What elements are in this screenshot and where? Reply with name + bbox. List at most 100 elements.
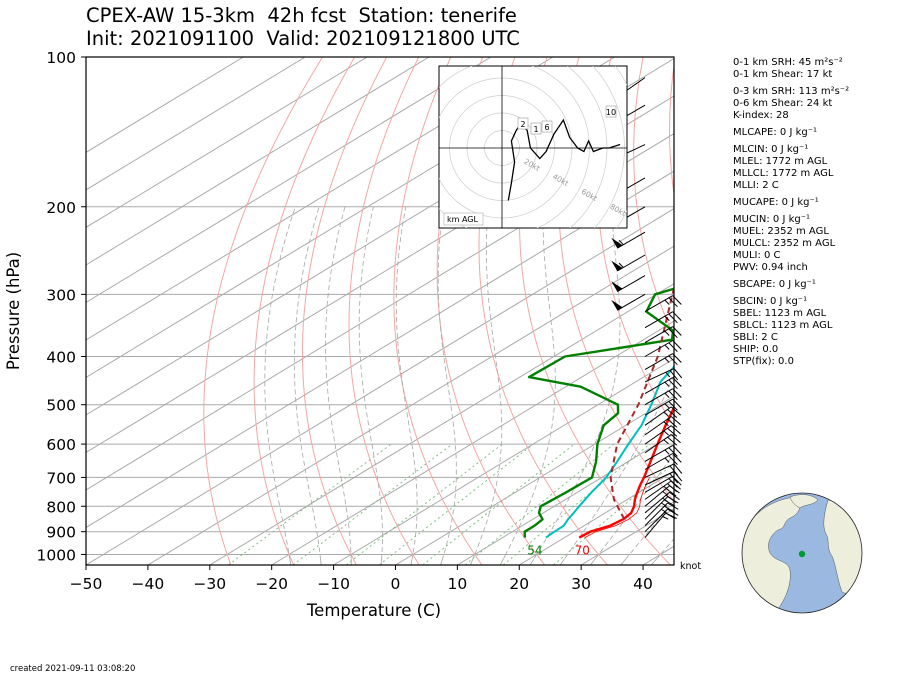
- hodograph-height-label: 10: [606, 108, 616, 117]
- y-tick-label: 200: [46, 199, 76, 217]
- barb-full: [670, 406, 681, 416]
- barb-flag: [611, 281, 623, 292]
- isotherm: [86, 208, 674, 565]
- wind-barb: [644, 416, 681, 436]
- x-tick-label: −40: [132, 575, 165, 593]
- hodograph-frame: [438, 65, 628, 229]
- isotherm: [86, 57, 244, 153]
- index-line: SBCAPE: 0 J kg⁻¹: [733, 279, 816, 290]
- wind-barb: [611, 231, 646, 249]
- barb-staff: [644, 425, 672, 445]
- isotherm: [395, 395, 674, 565]
- hodograph-unit-label: km AGL: [447, 215, 479, 224]
- barb-staff: [644, 508, 668, 533]
- barb-half: [664, 315, 670, 321]
- x-axis-label: Temperature (C): [306, 601, 441, 620]
- barb-staff: [644, 475, 673, 493]
- barb-staff: [644, 416, 672, 436]
- x-tick-label: 30: [571, 575, 591, 593]
- hodograph-height-box: [530, 122, 542, 135]
- wetbulb-line: [545, 365, 674, 539]
- surface-temperature-label: 70: [575, 544, 590, 558]
- barb-full: [670, 425, 681, 435]
- barb-full: [667, 427, 678, 437]
- moist-adiabat: [358, 206, 383, 565]
- barb-half: [618, 239, 624, 246]
- y-tick-label: 1000: [37, 546, 76, 564]
- dry-adiabat: [633, 57, 674, 338]
- barb-full: [673, 368, 683, 379]
- barb-staff: [644, 377, 673, 395]
- globe-outline: [741, 492, 863, 614]
- barb-full: [668, 478, 678, 488]
- barb-staff: [644, 485, 670, 507]
- barb-full: [672, 311, 682, 321]
- moist-adiabat: [437, 206, 457, 565]
- index-line: MLEL: 1772 m AGL: [733, 156, 828, 167]
- index-line: SBLI: 2 C: [733, 332, 778, 343]
- barb-full: [668, 342, 678, 352]
- isotherm: [86, 170, 674, 529]
- isotherm: [209, 283, 674, 565]
- barb-half: [664, 330, 670, 336]
- x-tick-label: 0: [391, 575, 401, 593]
- barb-staff: [644, 295, 673, 313]
- wind-barb: [644, 463, 683, 478]
- barb-full: [669, 491, 680, 501]
- moist-adiabat: [470, 206, 503, 565]
- y-tick-label: 600: [46, 436, 76, 454]
- barb-staff: [644, 398, 673, 416]
- index-line: MUCIN: 0 J kg⁻¹: [733, 214, 811, 225]
- dry-adiabat: [393, 57, 483, 565]
- barb-full: [667, 483, 678, 493]
- barb-staff: [644, 340, 673, 357]
- y-tick-label: 700: [46, 469, 76, 487]
- barb-full: [667, 436, 678, 446]
- land-greenland: [789, 494, 819, 509]
- barb-staff: [644, 367, 675, 383]
- index-line: MULCL: 2352 m AGL: [733, 238, 836, 249]
- barb-half: [664, 344, 670, 350]
- barb-full: [668, 401, 678, 411]
- dry-adiabat: [478, 57, 608, 565]
- globe-locator-map: [741, 492, 863, 614]
- wind-barb: [644, 434, 681, 454]
- wind-barb: [644, 425, 681, 445]
- barb-full: [667, 502, 679, 510]
- y-tick-label: 800: [46, 498, 76, 516]
- station-marker: [798, 550, 806, 558]
- x-tick-label: 10: [448, 575, 468, 593]
- barb-full: [673, 463, 683, 474]
- chart-subtitle: Init: 2021091100 Valid: 202109121800 UTC: [86, 27, 520, 50]
- barb-full: [669, 369, 679, 381]
- wind-barb: [611, 275, 646, 293]
- wind-barb: [644, 406, 681, 426]
- index-line: MULI: 0 C: [733, 250, 781, 261]
- mixing-ratio-line: [464, 443, 615, 565]
- dry-adiabat: [596, 57, 674, 427]
- barb-half: [665, 371, 671, 378]
- barb-staff: [644, 480, 672, 500]
- barb-full: [668, 455, 678, 465]
- moist-adiabat: [395, 206, 418, 565]
- dry-adiabat: [868, 57, 906, 565]
- barb-half: [662, 516, 669, 520]
- parcel-line: [609, 284, 674, 520]
- y-axis-label: Pressure (hPa): [4, 252, 23, 370]
- y-tick-label: 100: [46, 49, 76, 67]
- created-timestamp: created 2021-09-11 03:08:20: [10, 664, 136, 674]
- barb-staff: [644, 311, 673, 329]
- barb-staff: [644, 434, 672, 454]
- x-tick-label: 40: [633, 575, 653, 593]
- barb-full: [667, 409, 678, 418]
- barb-full: [672, 398, 682, 409]
- index-line: SBCIN: 0 J kg⁻¹: [733, 296, 808, 307]
- isotherm: [86, 57, 492, 304]
- barb-staff: [644, 453, 673, 470]
- isotherm: [86, 57, 368, 228]
- barb-full: [667, 508, 679, 516]
- barb-full: [672, 353, 682, 363]
- barb-full: [670, 434, 681, 444]
